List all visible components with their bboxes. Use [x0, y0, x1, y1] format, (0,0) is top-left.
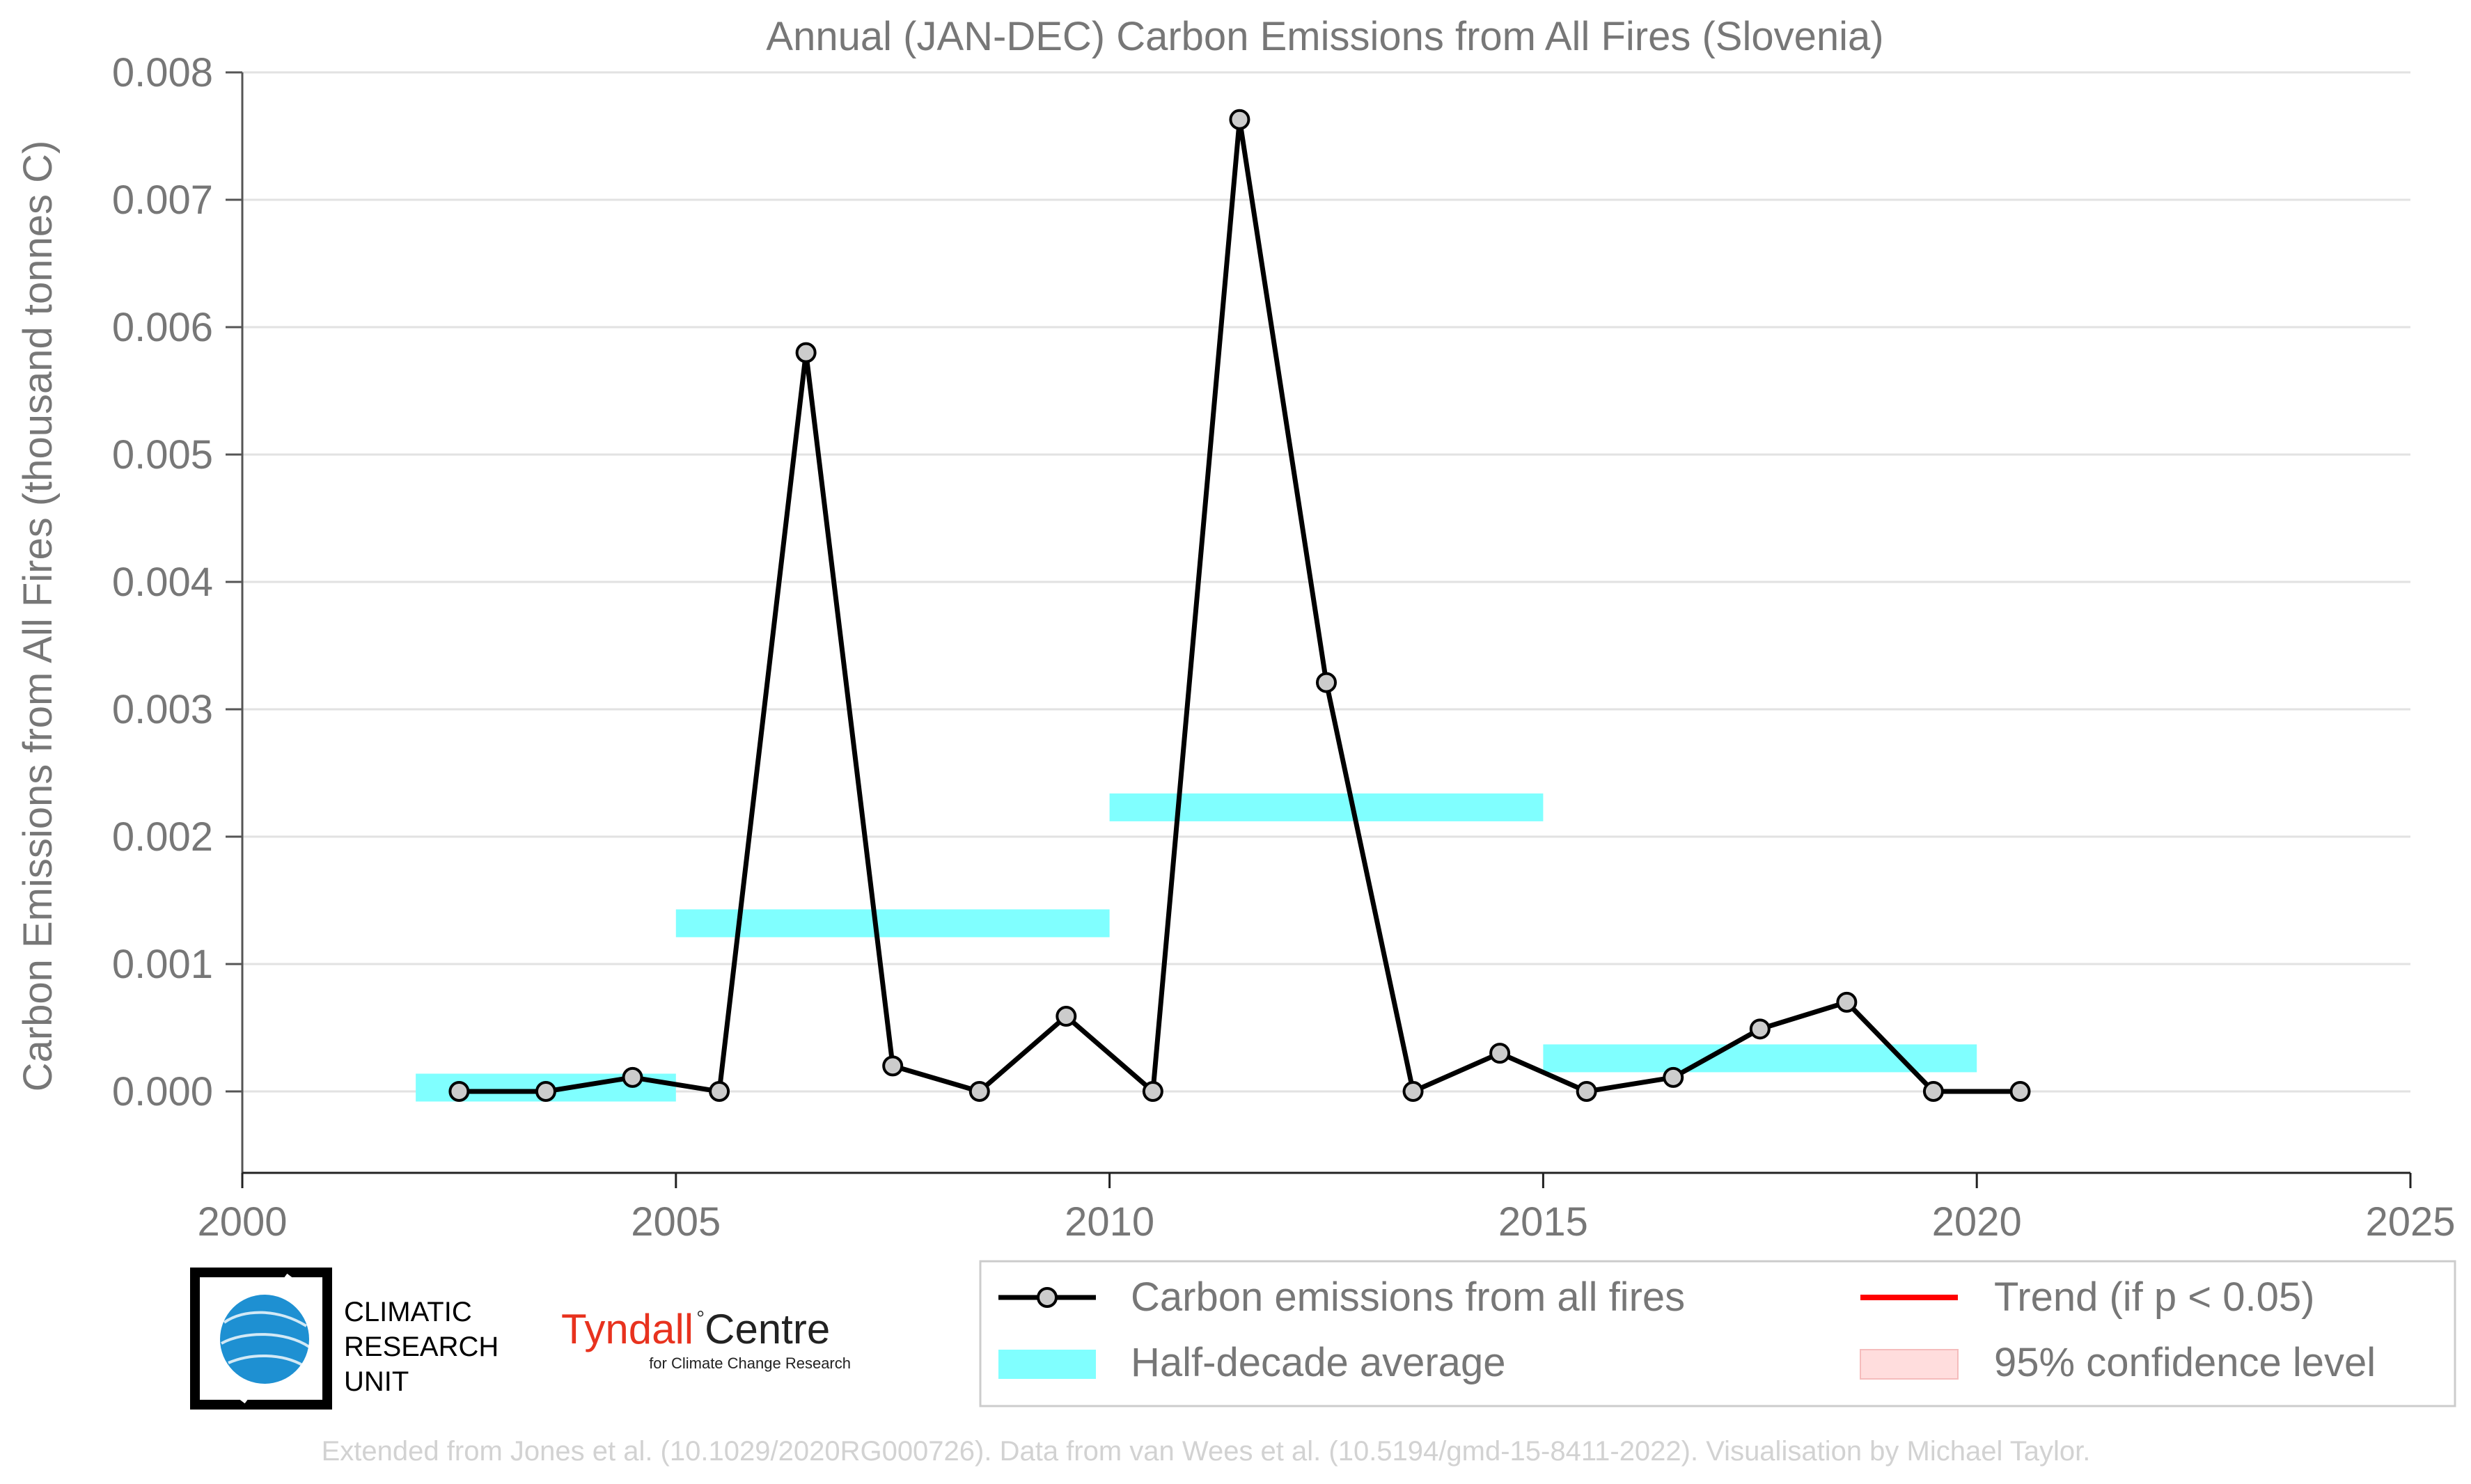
- y-tick-label: 0.000: [112, 1069, 213, 1114]
- x-tick-label: 2000: [197, 1199, 287, 1245]
- tyndall-centre-text: Centre: [705, 1306, 830, 1352]
- x-tick-label: 2015: [1498, 1199, 1588, 1245]
- cru-logo: CLIMATIC RESEARCH UNIT: [190, 1268, 499, 1410]
- legend-marker-emissions: [1037, 1287, 1058, 1308]
- x-tick-label: 2005: [631, 1199, 721, 1245]
- x-tick-label: 2025: [2365, 1199, 2455, 1245]
- data-point: [1922, 1081, 1944, 1102]
- half-decade-bar: [1109, 793, 1544, 821]
- data-point: [1056, 1006, 1077, 1027]
- data-point: [1402, 1081, 1424, 1102]
- data-point: [968, 1081, 990, 1102]
- half-decade-bar: [675, 909, 1110, 938]
- svg-text:Tyndall°Centre: Tyndall °Centre: [561, 1306, 830, 1352]
- legend-label-half-decade: Half-decade average: [1131, 1340, 1505, 1385]
- legend-label-confidence: 95% confidence level: [1994, 1340, 2376, 1385]
- tyndall-main-text: Tyndall: [561, 1306, 693, 1352]
- data-point: [2009, 1081, 2031, 1102]
- data-point: [1836, 991, 1858, 1013]
- data-point: [1663, 1066, 1684, 1088]
- y-tick-label: 0.006: [112, 305, 213, 350]
- data-point: [709, 1081, 730, 1102]
- y-tick-label: 0.004: [112, 560, 213, 605]
- y-tick-label: 0.005: [112, 432, 213, 477]
- tyndall-sub-text: for Climate Change Research: [649, 1355, 851, 1372]
- data-point: [1142, 1081, 1163, 1102]
- legend-label-trend: Trend (if p < 0.05): [1994, 1274, 2314, 1320]
- data-point: [1229, 109, 1250, 130]
- y-tick-label: 0.001: [112, 942, 213, 987]
- emissions-line: [459, 117, 2021, 1094]
- legend-frame: [979, 1260, 2456, 1407]
- chart-title: Annual (JAN-DEC) Carbon Emissions from A…: [766, 14, 1883, 59]
- data-point: [448, 1081, 470, 1102]
- y-tick-label: 0.002: [112, 814, 213, 860]
- legend-swatch-half-decade: [998, 1350, 1096, 1379]
- data-point: [1576, 1081, 1597, 1102]
- y-tick-label: 0.007: [112, 177, 213, 223]
- legend: Carbon emissions from all fires Half-dec…: [979, 1260, 2456, 1407]
- footer-credit: Extended from Jones et al. (10.1029/2020…: [322, 1436, 2091, 1467]
- cru-text-line-1: CLIMATIC: [344, 1297, 472, 1327]
- y-axis-label: Carbon Emissions from All Fires (thousan…: [15, 141, 61, 1092]
- y-tick-label: 0.003: [112, 687, 213, 732]
- cru-text-line-3: UNIT: [344, 1366, 409, 1397]
- cru-text-line-2: RESEARCH: [344, 1332, 499, 1362]
- data-point: [1489, 1043, 1511, 1064]
- series-line: [448, 109, 2031, 1102]
- axes: 0.000 0.001 0.002 0.003 0.004 0.005 0.006 0.007…: [112, 50, 2456, 1245]
- half-decade-bars: [416, 793, 1977, 1102]
- tyndall-logo: Tyndall °Centre for Climate Change Resear…: [561, 1306, 851, 1372]
- data-point: [535, 1081, 556, 1102]
- legend-swatch-confidence: [1860, 1349, 1959, 1380]
- gridlines: [242, 71, 2410, 1093]
- legend-label-emissions: Carbon emissions from all fires: [1131, 1274, 1685, 1320]
- data-point: [622, 1066, 643, 1088]
- x-tick-label: 2020: [1932, 1199, 2022, 1245]
- x-tick-label: 2010: [1065, 1199, 1154, 1245]
- data-point: [882, 1055, 904, 1077]
- data-point: [1316, 672, 1337, 693]
- y-tick-label: 0.008: [112, 50, 213, 95]
- data-point: [1749, 1018, 1771, 1040]
- data-point: [795, 342, 817, 363]
